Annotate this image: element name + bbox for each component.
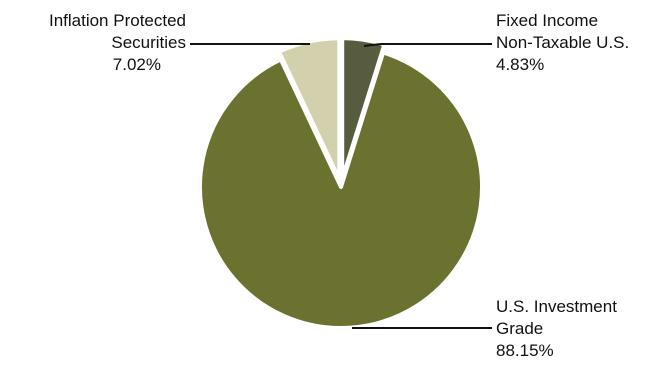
slice-label-0-line-0: Fixed Income	[496, 11, 598, 30]
slice-label-2-line-1: Securities	[111, 33, 186, 52]
slice-value-label-2: 7.02%	[113, 55, 161, 74]
leader-line-0	[363, 43, 492, 47]
slice-value-label-1: 88.15%	[496, 341, 554, 360]
pie-slice-2	[277, 36, 342, 182]
slice-label-1-line-1: Grade	[496, 319, 543, 338]
slice-label-1-line-0: U.S. Investment	[496, 297, 617, 316]
slice-label-2-line-0: Inflation Protected	[49, 11, 186, 30]
pie-slice-1	[198, 50, 484, 330]
slice-label-0-line-1: Non-Taxable U.S.	[496, 33, 629, 52]
slice-value-label-0: 4.83%	[496, 55, 544, 74]
